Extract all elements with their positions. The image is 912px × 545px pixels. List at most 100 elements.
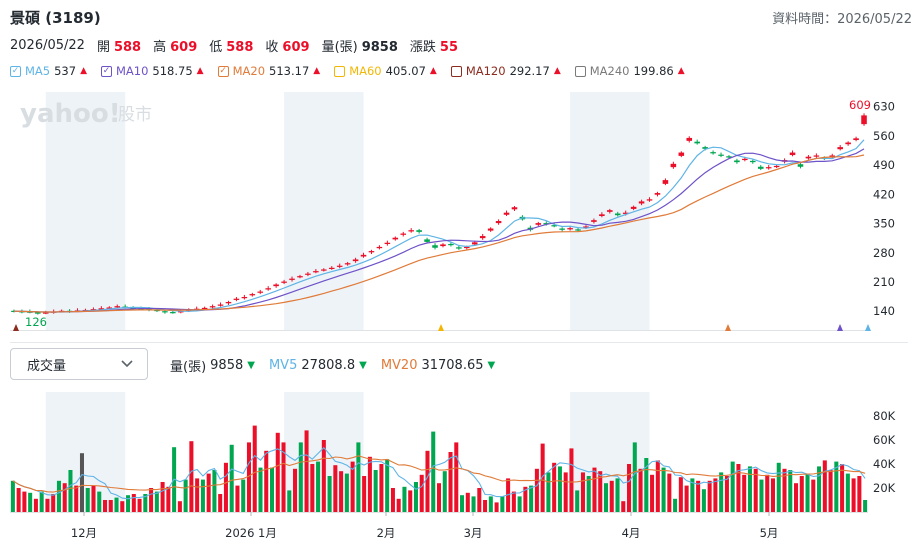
volume-bar: [413, 482, 418, 512]
volume-bar: [235, 485, 240, 512]
candle-body: [321, 269, 327, 271]
checkbox-checked-icon[interactable]: ✓: [10, 65, 21, 77]
ma-toggle-ma10[interactable]: ✓ MA10 518.75 ▲: [100, 64, 204, 78]
candle-body: [575, 229, 581, 231]
down-arrow-icon: ▼: [359, 360, 367, 371]
candle-body: [726, 156, 732, 158]
volume-bar: [580, 472, 585, 512]
candle-body: [424, 239, 430, 242]
time-tick-label: 5月: [760, 526, 779, 540]
indicator-select-label: 成交量: [27, 358, 67, 374]
signal-marker-icon: [837, 324, 843, 331]
volume-legend-2: MV20 31708.65 ▼: [381, 358, 495, 373]
volume-bar: [840, 464, 845, 512]
time-tick-label: 2026 1月: [225, 526, 277, 540]
candle-body: [670, 163, 677, 168]
candle-body: [273, 284, 279, 287]
volume-bar: [68, 470, 73, 512]
candle-body: [638, 201, 645, 204]
candle-body: [662, 180, 669, 184]
volume-bar: [517, 496, 522, 512]
volume-bar: [390, 488, 395, 512]
volume-bar: [615, 478, 620, 512]
ma120-marker-icon: [13, 324, 19, 331]
candle-body: [456, 247, 462, 249]
ma-toggle-ma120[interactable]: MA120 292.17 ▲: [450, 64, 561, 78]
volume-bar: [845, 473, 850, 512]
up-arrow-icon: ▲: [429, 66, 437, 76]
volume-tick-label: 60K: [873, 433, 896, 447]
ma-value: 518.75: [152, 64, 193, 78]
candle-body: [742, 158, 748, 161]
checkbox-empty-icon[interactable]: [450, 65, 462, 77]
candle-body: [106, 307, 113, 309]
volume-bar: [863, 500, 868, 512]
candle-body: [305, 273, 311, 275]
candle-body: [416, 230, 422, 232]
volume-bar: [402, 486, 407, 512]
candle-body: [614, 213, 621, 216]
indicator-select[interactable]: 成交量: [10, 348, 148, 380]
volume-bar: [794, 483, 799, 512]
checkbox-empty-icon[interactable]: [574, 65, 586, 77]
candle-body: [583, 226, 589, 228]
ma-toggle-ma5[interactable]: ✓ MA5 537 ▲: [10, 64, 87, 78]
candle-body: [734, 160, 740, 163]
volume-bar: [241, 479, 246, 512]
volume-bar: [765, 474, 770, 512]
volume-bar: [10, 480, 15, 512]
price-tick-label: 280: [873, 246, 895, 260]
candle-body: [344, 263, 351, 265]
down-arrow-icon: ▼: [487, 360, 496, 371]
ma5-line: [13, 139, 865, 313]
yahoo-watermark-logo: yahoo!: [20, 99, 121, 129]
volume-bar: [753, 468, 758, 512]
volume-bar: [149, 488, 154, 512]
volume-bar: [621, 501, 626, 512]
candle-body: [479, 236, 486, 239]
volume-bar: [667, 473, 672, 512]
volume-bar: [696, 480, 701, 512]
volume-bar: [592, 467, 597, 512]
checkbox-empty-icon[interactable]: [334, 65, 346, 77]
volume-bar: [316, 461, 321, 512]
ma-toggle-ma60[interactable]: MA60 405.07 ▲: [334, 64, 437, 78]
candle-body: [233, 298, 240, 300]
volume-bar: [189, 441, 194, 512]
candle-body: [622, 212, 629, 214]
candle-body: [861, 115, 867, 125]
candle-body: [368, 251, 375, 253]
ma10-line: [13, 148, 865, 313]
checkbox-checked-icon[interactable]: ✓: [100, 65, 112, 77]
volume-legend-1: MV5 27808.8 ▼: [269, 358, 367, 373]
candle-body: [797, 164, 804, 167]
signal-marker-icon: [865, 324, 871, 331]
candle-body: [408, 230, 414, 232]
volume-bar: [51, 494, 56, 512]
volume-bar: [454, 442, 459, 512]
month-band: [284, 92, 364, 330]
up-arrow-icon: ▲: [553, 66, 561, 76]
volume-bar: [534, 468, 539, 512]
volume-bar: [373, 470, 378, 512]
candle-body: [686, 137, 693, 141]
ma-toggle-ma20[interactable]: ✓ MA20 513.17 ▲: [217, 64, 321, 78]
candle-body: [535, 223, 542, 225]
up-arrow-icon: ▲: [313, 66, 321, 76]
volume-bar: [28, 492, 33, 512]
volume-bar: [246, 442, 251, 512]
checkbox-checked-icon[interactable]: ✓: [217, 65, 229, 77]
candle-body: [750, 160, 756, 163]
volume-bar: [91, 485, 96, 512]
period-low-label: 126: [25, 315, 47, 329]
volume-bar: [281, 442, 286, 512]
signal-marker-icon: [725, 324, 731, 331]
volume-bar: [655, 460, 660, 512]
ma-toggle-ma240[interactable]: MA240 199.86 ▲: [574, 64, 685, 78]
candle-body: [789, 152, 796, 156]
candle-body: [360, 254, 367, 257]
candle-body: [352, 259, 359, 262]
candle-body: [225, 302, 232, 304]
volume-bar: [252, 425, 257, 512]
volume-bar: [569, 448, 574, 512]
